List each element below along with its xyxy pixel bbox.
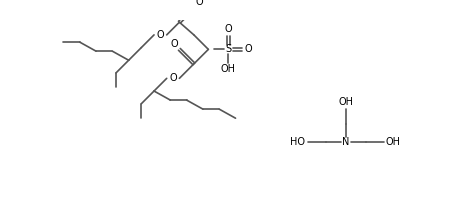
Text: O: O: [195, 0, 203, 7]
Text: N: N: [342, 137, 350, 147]
Text: O: O: [225, 24, 232, 35]
Text: S: S: [225, 44, 231, 54]
Text: O: O: [169, 73, 177, 83]
Text: O: O: [170, 39, 178, 49]
Text: OH: OH: [386, 137, 401, 147]
Text: O: O: [157, 30, 164, 40]
Text: HO: HO: [290, 137, 304, 147]
Text: O: O: [244, 44, 252, 54]
Text: OH: OH: [221, 64, 236, 74]
Text: OH: OH: [339, 97, 353, 107]
